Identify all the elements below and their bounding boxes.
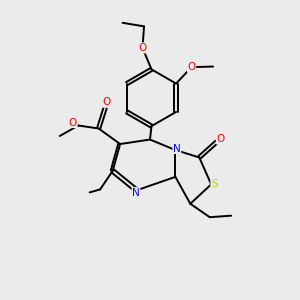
Text: O: O xyxy=(188,62,196,72)
Text: O: O xyxy=(216,134,225,144)
Text: O: O xyxy=(69,118,77,128)
Text: S: S xyxy=(211,179,217,189)
Text: N: N xyxy=(173,143,181,154)
Text: N: N xyxy=(132,188,140,198)
Text: O: O xyxy=(103,97,111,107)
Text: O: O xyxy=(138,43,147,53)
